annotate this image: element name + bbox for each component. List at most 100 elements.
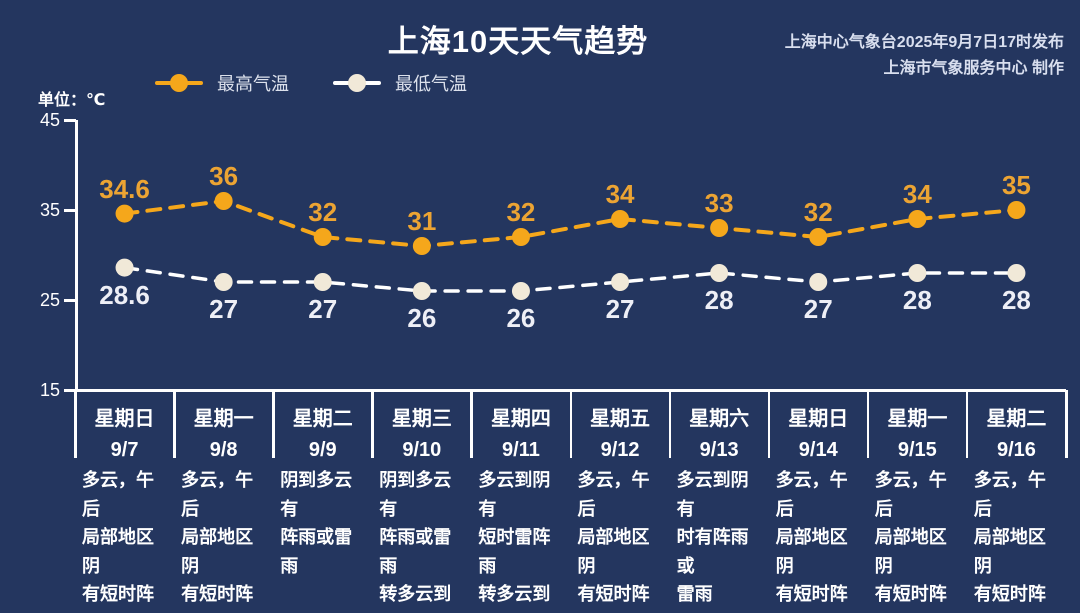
forecast-column: 多云到阴有 时有阵雨或 雷雨: [677, 466, 766, 609]
date-label: 9/13: [699, 439, 739, 461]
date-label: 9/14: [798, 439, 838, 461]
weekday-label: 星期一: [887, 408, 948, 430]
forecast-line: 多云，午后: [82, 470, 154, 519]
low-temp-point: [214, 273, 233, 291]
forecast-column: 多云，午后局部地区阴有短时阵雨或雷雨: [974, 466, 1063, 613]
day-divider: [173, 390, 176, 458]
high-value-label: 32: [308, 197, 338, 227]
forecast-line: 多云，午后: [775, 470, 848, 519]
forecast-line: 雷雨: [676, 584, 713, 604]
weekday-label: 星期一: [193, 408, 254, 430]
forecast-line: 有短时阵雨: [973, 584, 1046, 613]
forecast-column: 多云，午后局部地区阴有短时阵雨: [578, 466, 667, 613]
forecast-column: 多云，午后局部地区阴有短时阵雨或雷雨: [776, 466, 865, 613]
high-value-label: 36: [209, 161, 239, 191]
day-cell: 星期五 9/12: [571, 392, 670, 461]
date-label: 9/12: [600, 439, 640, 461]
legend-item-low: 最低气温: [333, 70, 467, 96]
high-value-label: 33: [704, 188, 734, 218]
high-temp-point: [214, 192, 233, 210]
date-label: 9/15: [897, 439, 937, 461]
weekday-label: 星期二: [292, 408, 353, 430]
weekday-label: 星期二: [986, 408, 1047, 430]
day-cell: 星期四 9/11: [471, 392, 570, 461]
low-temp-point: [115, 258, 134, 277]
publisher-line-1: 上海中心气象台2025年9月7日17时发布: [784, 34, 1064, 51]
high-temp-point: [115, 204, 134, 223]
day-cell: 星期三 9/10: [372, 392, 471, 461]
high-temp-point: [1007, 201, 1026, 219]
y-tick-label: 45: [39, 110, 60, 130]
low-value-label: 27: [803, 294, 833, 324]
high-temp-marker-icon: [155, 73, 203, 93]
y-tick-label: 25: [39, 290, 60, 310]
y-tick-label: 15: [39, 380, 60, 400]
forecast-column: 多云到阴有短时雷阵雨转多云到阴有短时阵雨: [478, 466, 567, 613]
forecast-line: 阵雨或雷雨: [379, 527, 452, 576]
forecast-line: 局部地区阴: [973, 527, 1046, 576]
day-cell: 星期六 9/13: [670, 392, 769, 461]
high-temp-point: [313, 228, 332, 246]
date-label: 9/9: [308, 439, 337, 461]
weekday-label: 星期日: [788, 408, 849, 430]
publisher-info: 上海中心气象台2025年9月7日17时发布 上海市气象服务中心 制作: [785, 30, 1064, 82]
high-temp-point: [908, 210, 927, 228]
low-value-label: 28: [902, 285, 932, 315]
date-label: 9/16: [996, 439, 1036, 461]
day-divider: [668, 390, 672, 458]
high-value-label: 34.6: [99, 173, 150, 204]
y-tick-mark: [64, 119, 76, 122]
weekday-label: 星期日: [94, 408, 155, 430]
day-divider: [371, 390, 374, 458]
date-label: 9/10: [402, 439, 442, 461]
forecast-line: 多云，午后: [973, 470, 1046, 519]
y-tick-mark: [64, 209, 76, 212]
forecast-line: 阴到多云有: [379, 470, 452, 519]
day-divider: [866, 390, 870, 458]
high-value-label: 32: [803, 197, 833, 227]
low-temp-point: [511, 282, 530, 300]
day-divider: [569, 390, 572, 458]
low-temp-point: [809, 273, 828, 291]
high-temp-point: [710, 219, 729, 237]
high-value-label: 34: [902, 179, 932, 209]
date-label: 9/8: [209, 439, 238, 461]
high-value-label: 35: [1001, 170, 1031, 200]
low-value-label: 27: [605, 294, 635, 324]
unit-label: 单位：℃: [38, 92, 106, 109]
forecast-column: 阴到多云有 阵雨或雷雨: [280, 466, 369, 580]
forecast-line: 多云到阴有: [676, 470, 749, 519]
weekday-label: 星期五: [590, 408, 651, 430]
forecast-line: 局部地区阴: [874, 527, 947, 576]
forecast-line: 多云，午后: [181, 470, 254, 519]
forecast-line: 有短时阵雨: [181, 584, 254, 613]
legend-item-high: 最高气温: [155, 70, 289, 96]
day-cell: 星期一 9/8: [174, 392, 273, 461]
weekday-label: 星期四: [490, 408, 551, 430]
forecast-line: 局部地区阴: [775, 527, 848, 576]
day-divider: [272, 390, 275, 458]
y-tick-label: 35: [39, 200, 60, 220]
legend-label-high: 最高气温: [217, 74, 289, 94]
day-divider: [1065, 390, 1068, 458]
forecast-column: 多云，午后局部地区阴有短时阵雨或雷雨: [181, 466, 270, 613]
low-value-label: 27: [209, 294, 239, 324]
high-temp-point: [511, 228, 530, 246]
forecast-line: 多云，午后: [577, 470, 650, 519]
low-temp-point: [908, 264, 927, 282]
day-divider: [767, 390, 771, 458]
page-title: 上海10天天气趋势: [387, 24, 649, 59]
low-temp-point: [412, 282, 431, 300]
day-divider: [965, 390, 969, 458]
date-label: 9/11: [502, 439, 540, 461]
low-temp-point: [710, 264, 729, 282]
chart-legend: 最高气温 最低气温: [155, 70, 467, 96]
forecast-column: 多云，午后局部地区阴有短时阵雨或雷雨: [875, 466, 964, 613]
forecast-line: 有短时阵雨: [82, 584, 154, 613]
forecast-line: 转多云到阴: [478, 584, 551, 613]
low-temp-point: [313, 273, 332, 291]
low-value-label: 26: [506, 303, 536, 333]
low-value-label: 26: [407, 303, 437, 333]
y-tick-mark: [64, 299, 76, 302]
